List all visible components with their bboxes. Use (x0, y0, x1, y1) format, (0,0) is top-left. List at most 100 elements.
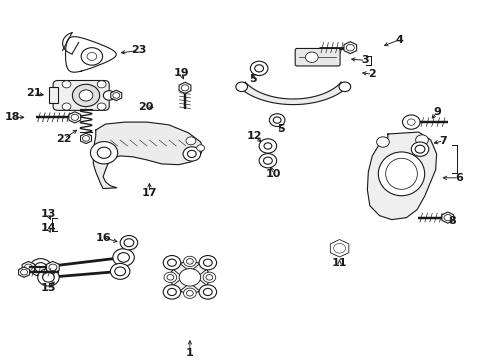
Text: 9: 9 (432, 107, 440, 117)
Circle shape (90, 141, 118, 164)
Polygon shape (49, 87, 58, 103)
Text: 10: 10 (265, 169, 281, 179)
Circle shape (259, 153, 276, 168)
Circle shape (269, 114, 285, 126)
Text: 23: 23 (131, 45, 146, 55)
Circle shape (250, 61, 267, 76)
Polygon shape (19, 267, 30, 277)
Circle shape (203, 259, 212, 266)
Circle shape (338, 82, 350, 91)
Polygon shape (81, 133, 91, 144)
Polygon shape (186, 275, 211, 295)
Polygon shape (186, 260, 211, 280)
FancyBboxPatch shape (53, 81, 109, 111)
Circle shape (263, 157, 272, 164)
Circle shape (415, 135, 427, 145)
Polygon shape (168, 275, 193, 295)
Text: 1: 1 (185, 348, 193, 358)
Text: 7: 7 (439, 136, 447, 146)
Circle shape (179, 269, 200, 286)
Text: 4: 4 (395, 35, 403, 45)
Text: 18: 18 (5, 112, 20, 122)
Circle shape (81, 48, 102, 65)
Circle shape (120, 235, 138, 250)
Ellipse shape (378, 152, 424, 196)
Circle shape (38, 269, 59, 286)
Polygon shape (111, 90, 122, 100)
Circle shape (42, 273, 54, 282)
Polygon shape (329, 239, 348, 257)
Circle shape (334, 245, 343, 252)
Circle shape (187, 150, 196, 158)
Text: 11: 11 (331, 258, 346, 269)
Circle shape (167, 288, 176, 296)
Circle shape (97, 103, 106, 110)
Circle shape (199, 285, 216, 299)
Circle shape (110, 264, 130, 279)
Circle shape (183, 288, 196, 298)
Circle shape (407, 119, 414, 125)
Circle shape (166, 275, 173, 280)
Circle shape (163, 285, 181, 299)
Circle shape (118, 253, 129, 262)
Circle shape (163, 256, 181, 270)
Polygon shape (69, 112, 81, 123)
Text: 21: 21 (26, 89, 41, 98)
Text: 19: 19 (173, 68, 188, 78)
Circle shape (167, 259, 176, 266)
Circle shape (87, 53, 97, 60)
Circle shape (35, 262, 46, 272)
Circle shape (186, 258, 193, 264)
Text: 20: 20 (138, 102, 153, 112)
Circle shape (186, 291, 193, 296)
Circle shape (264, 143, 271, 149)
Polygon shape (168, 260, 193, 280)
Circle shape (79, 90, 93, 101)
Text: 5: 5 (249, 74, 257, 84)
Circle shape (62, 81, 71, 88)
Polygon shape (343, 42, 356, 54)
Circle shape (183, 256, 196, 267)
Circle shape (103, 91, 115, 100)
Circle shape (254, 65, 263, 72)
Circle shape (62, 103, 71, 110)
Circle shape (305, 52, 318, 62)
Circle shape (203, 288, 212, 296)
Polygon shape (366, 132, 436, 220)
Circle shape (235, 82, 247, 91)
Circle shape (402, 115, 419, 129)
Circle shape (414, 145, 424, 153)
FancyBboxPatch shape (295, 49, 339, 66)
Circle shape (199, 256, 216, 270)
Text: 3: 3 (361, 55, 368, 66)
Circle shape (170, 261, 209, 293)
Text: 14: 14 (41, 223, 56, 233)
Circle shape (163, 272, 176, 283)
Text: 12: 12 (246, 131, 262, 141)
Polygon shape (46, 261, 59, 273)
Polygon shape (236, 82, 349, 104)
Circle shape (376, 137, 388, 147)
Polygon shape (179, 82, 190, 94)
Circle shape (97, 81, 106, 88)
Circle shape (196, 145, 204, 151)
Circle shape (183, 147, 200, 161)
Circle shape (113, 249, 134, 266)
Circle shape (410, 142, 428, 156)
Circle shape (185, 137, 195, 145)
Text: 13: 13 (41, 210, 56, 220)
Text: 22: 22 (56, 134, 72, 144)
Text: 6: 6 (454, 173, 462, 183)
Polygon shape (441, 212, 453, 223)
Circle shape (115, 267, 125, 276)
Polygon shape (22, 261, 35, 273)
Circle shape (72, 84, 100, 107)
Circle shape (205, 275, 212, 280)
Text: 15: 15 (41, 283, 56, 293)
Polygon shape (93, 122, 203, 189)
Text: 16: 16 (95, 233, 111, 243)
Circle shape (330, 241, 347, 256)
Circle shape (273, 117, 281, 123)
Text: 2: 2 (367, 69, 375, 79)
Circle shape (97, 147, 111, 158)
